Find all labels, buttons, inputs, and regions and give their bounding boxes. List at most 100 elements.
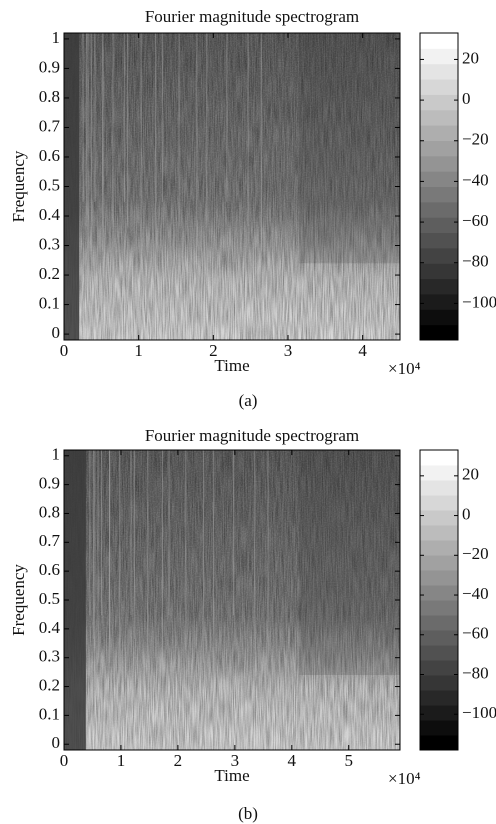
x-axis-label: Time	[214, 766, 249, 785]
colorbar-band	[420, 278, 458, 295]
spectrogram-grain	[64, 33, 400, 340]
colorbar-band	[420, 232, 458, 249]
colorbar-band	[420, 480, 458, 496]
colorbar-band	[420, 510, 458, 526]
panel: Fourier magnitude spectrogram 0 0.1 0.2 0.3 0…	[9, 426, 496, 823]
y-tick-label: 0.2	[39, 264, 60, 283]
chart-title: Fourier magnitude spectrogram	[145, 7, 359, 26]
right-fade	[299, 33, 400, 264]
y-tick-label: 0.7	[39, 531, 61, 550]
x-tick-label: 3	[284, 341, 293, 360]
x-tick-label: 2	[174, 751, 183, 770]
y-axis-label: Frequency	[9, 564, 28, 636]
colorbar-band	[420, 201, 458, 218]
colorbar-tick-label: −80	[462, 663, 489, 682]
y-tick-label: 0.6	[39, 560, 60, 579]
y-tick-label: 0.2	[39, 675, 60, 694]
y-tick-label: 0.1	[39, 704, 60, 723]
y-tick-label: 0.4	[39, 618, 61, 637]
x-tick-label: 1	[134, 341, 143, 360]
y-tick-label: 0.7	[39, 116, 61, 135]
colorbar-frame	[419, 449, 459, 751]
spectrogram-image	[64, 450, 400, 750]
colorbar-band	[420, 293, 458, 310]
x-tick-label: 4	[288, 751, 297, 770]
colorbar-band	[420, 615, 458, 631]
y-tick-label: 0.5	[39, 175, 60, 194]
colorbar-band	[420, 63, 458, 80]
colorbar-tick-label: −40	[462, 170, 489, 189]
colorbar-frame	[419, 32, 459, 341]
colorbar-tick-label: −100	[462, 703, 496, 722]
colorbar-tick-label: −100	[462, 292, 496, 311]
colorbar-band	[420, 540, 458, 556]
caption: (b)	[238, 804, 258, 823]
onset-band	[64, 450, 86, 750]
onset-band	[64, 33, 80, 340]
colorbar-band	[420, 263, 458, 280]
y-tick-label: 0.5	[39, 589, 60, 608]
y-tick-label: 0.9	[39, 57, 60, 76]
colorbar-band	[420, 525, 458, 541]
colorbar-band	[420, 94, 458, 111]
x-axis-label: Time	[214, 356, 249, 375]
colorbar-tick-label: −80	[462, 252, 489, 271]
y-tick-label: 0.8	[39, 87, 60, 106]
right-fade	[299, 450, 400, 675]
y-tick-label: 0.8	[39, 502, 60, 521]
colorbar-band	[420, 570, 458, 586]
y-tick-label: 0.6	[39, 146, 60, 165]
x-tick-label: 3	[231, 751, 240, 770]
x-tick-label: 2	[209, 341, 218, 360]
colorbar-band	[420, 630, 458, 646]
colorbar-band	[420, 217, 458, 234]
spectrogram-image	[64, 33, 400, 340]
colorbar-tick-label: −20	[462, 544, 489, 563]
colorbar-band	[420, 247, 458, 264]
colorbar-band	[420, 465, 458, 481]
x-tick-label: 4	[358, 341, 367, 360]
colorbar-tick-label: 20	[462, 48, 479, 67]
colorbar-tick-label: −60	[462, 624, 489, 643]
colorbar-band	[420, 48, 458, 65]
colorbar-band	[420, 79, 458, 95]
colorbar-band	[420, 140, 458, 157]
x-multiplier: ×10⁴	[388, 359, 421, 378]
colorbar-band	[420, 660, 458, 676]
colorbar-band	[420, 309, 458, 326]
colorbar-band	[420, 186, 458, 203]
y-tick-label: 1	[52, 28, 61, 47]
colorbar-band	[420, 324, 458, 341]
y-tick-label: 0.3	[39, 234, 60, 253]
y-tick-label: 1	[52, 445, 61, 464]
y-tick-label: 0	[52, 733, 61, 752]
x-tick-label: 0	[60, 751, 69, 770]
x-multiplier: ×10⁴	[388, 769, 421, 788]
colorbar-band	[420, 33, 458, 49]
caption: (a)	[239, 391, 258, 410]
colorbar-tick-label: 0	[462, 504, 471, 523]
colorbar-band	[420, 155, 458, 172]
colorbar-band	[420, 125, 458, 141]
colorbar-band	[420, 171, 458, 187]
colorbar-tick-label: −60	[462, 211, 489, 230]
chart-title: Fourier magnitude spectrogram	[145, 426, 359, 445]
colorbar-band	[420, 690, 458, 706]
colorbar-band	[420, 109, 458, 126]
colorbar-band	[420, 720, 458, 736]
x-tick-label: 1	[117, 751, 126, 770]
colorbar-band	[420, 585, 458, 601]
colorbar-band	[420, 600, 458, 616]
colorbar-band	[420, 645, 458, 661]
colorbar-tick-label: 20	[462, 465, 479, 484]
panel: Fourier magnitude spectrogram 0 0.1 0.2 0.3 0…	[9, 7, 496, 410]
colorbar-tick-label: 0	[462, 89, 471, 108]
colorbar-tick-label: −40	[462, 584, 489, 603]
y-tick-label: 0.1	[39, 293, 60, 312]
y-tick-label: 0.9	[39, 474, 60, 493]
y-axis-label: Frequency	[9, 150, 28, 222]
x-tick-label: 0	[60, 341, 69, 360]
y-tick-label: 0.4	[39, 205, 61, 224]
y-tick-label: 0	[52, 323, 61, 342]
